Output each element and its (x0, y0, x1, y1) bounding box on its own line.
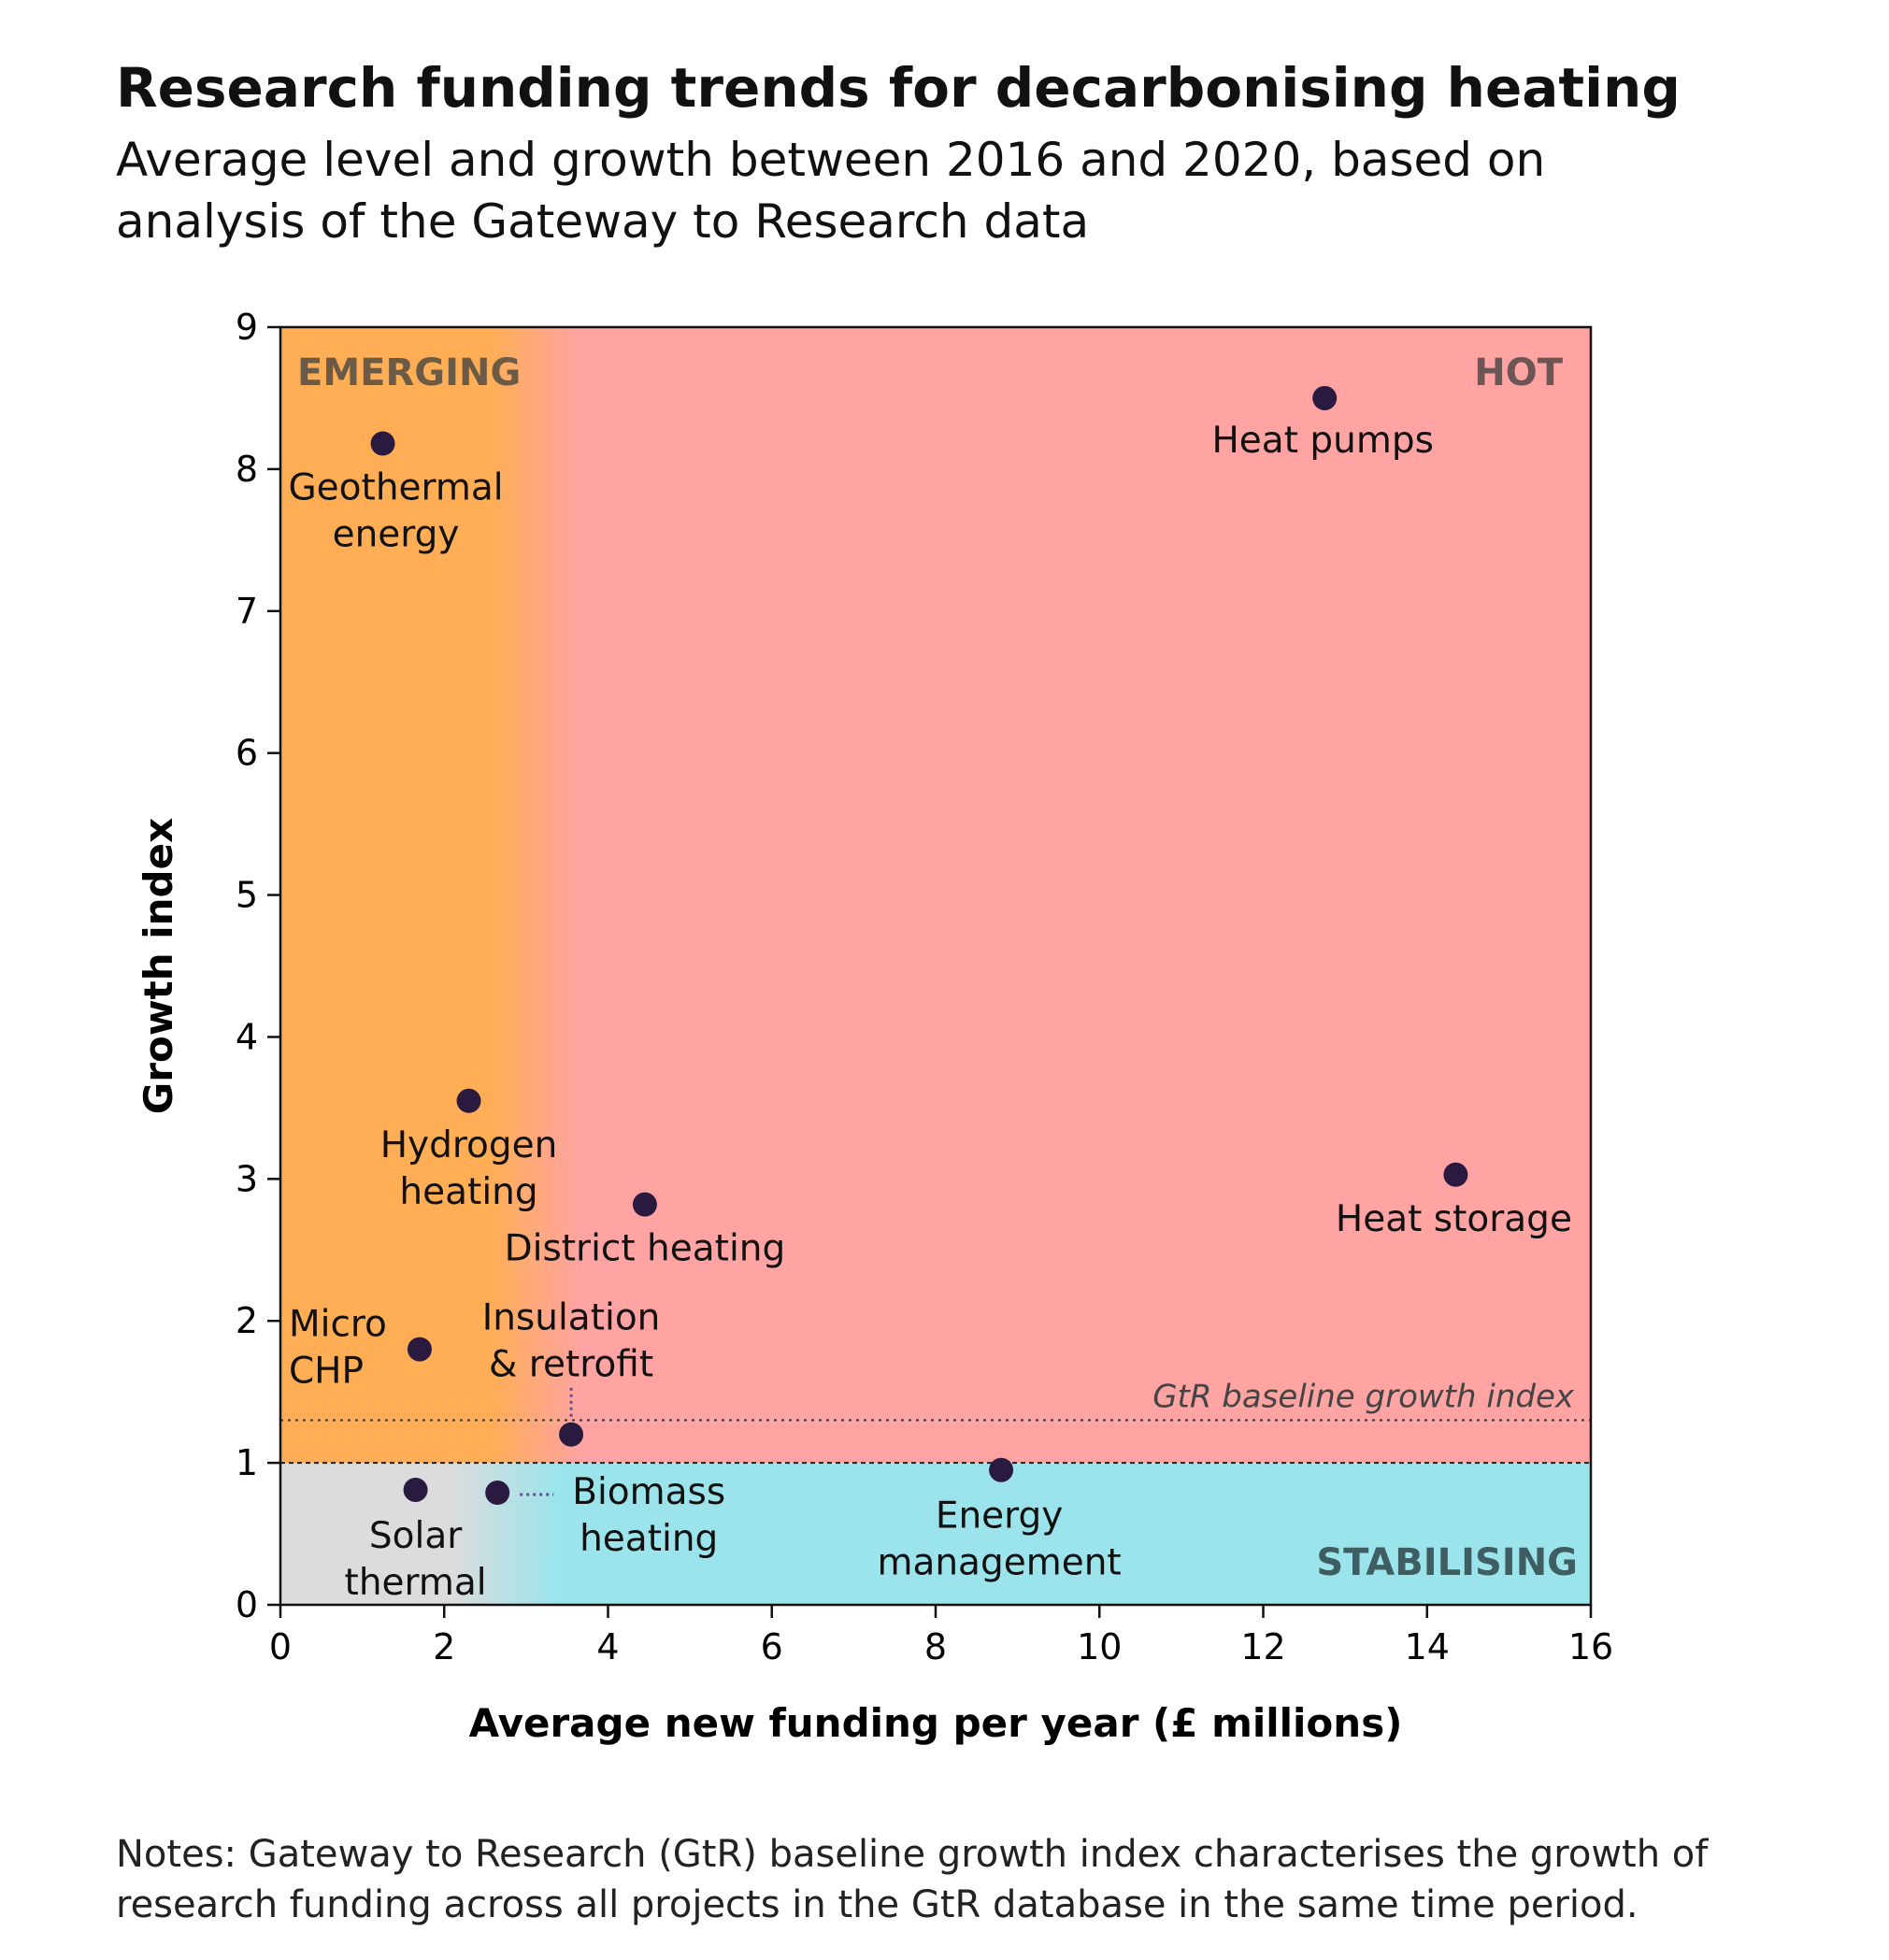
point-label: Geothermal energy (288, 467, 503, 556)
x-tick-label: 14 (1405, 1626, 1450, 1667)
y-tick-label: 2 (236, 1300, 258, 1341)
y-axis-ticks: 0 1 2 3 4 5 6 7 8 9 (236, 307, 280, 1625)
point-label: Biomass heating (572, 1471, 725, 1560)
x-tick-label: 0 (269, 1626, 292, 1667)
chart-notes: Notes: Gateway to Research (GtR) baselin… (116, 1833, 1709, 1926)
x-tick-label: 12 (1240, 1626, 1285, 1667)
y-tick-label: 1 (236, 1442, 258, 1483)
y-tick-label: 3 (236, 1158, 258, 1199)
data-point (485, 1481, 510, 1506)
y-tick-label: 5 (236, 875, 258, 916)
y-tick-label: 6 (236, 733, 258, 774)
point-label: District heating (505, 1228, 786, 1270)
region-label-stabilising: STABILISING (1316, 1541, 1578, 1584)
x-tick-label: 8 (924, 1626, 947, 1667)
y-tick-label: 4 (236, 1016, 258, 1057)
point-label: Solar thermal (345, 1515, 487, 1604)
y-tick-label: 7 (236, 591, 258, 632)
point-label: Heat storage (1336, 1198, 1572, 1240)
data-point (559, 1422, 584, 1447)
x-tick-label: 10 (1077, 1626, 1122, 1667)
data-point (456, 1088, 481, 1113)
point-label: Hydrogen heating (380, 1124, 558, 1213)
point-labels: Geothermal energy Heat pumps Hydrogen heatin… (288, 420, 1571, 1604)
region-top-background (280, 327, 1591, 1464)
point-label: Insulation & retrofit (482, 1297, 661, 1386)
scatter-chart: GtR baseline growth index EMERGING HOT S… (136, 307, 1613, 1746)
data-point (407, 1337, 432, 1362)
x-axis-ticks: 0 2 4 6 8 10 12 14 16 (269, 1605, 1613, 1667)
x-tick-label: 4 (596, 1626, 619, 1667)
gtr-baseline-label: GtR baseline growth index (1152, 1379, 1575, 1416)
point-label: Heat pumps (1211, 420, 1433, 462)
region-label-emerging: EMERGING (297, 351, 521, 394)
data-points (370, 385, 1468, 1506)
data-point (1443, 1162, 1468, 1187)
data-point (989, 1457, 1014, 1482)
x-tick-label: 2 (433, 1626, 455, 1667)
data-point (370, 431, 395, 456)
y-tick-label: 8 (236, 449, 258, 490)
data-point (632, 1192, 657, 1217)
point-label: Energy management (877, 1495, 1121, 1584)
x-tick-label: 6 (761, 1626, 783, 1667)
x-tick-label: 16 (1568, 1626, 1613, 1667)
y-tick-label: 0 (236, 1584, 258, 1625)
data-point (403, 1477, 428, 1502)
y-axis-label: Growth index (136, 818, 181, 1114)
chart-title: Research funding trends for decarbonisin… (116, 56, 1681, 120)
data-point (1312, 385, 1338, 410)
y-tick-label: 9 (236, 307, 258, 348)
region-label-hot: HOT (1474, 351, 1563, 394)
chart-subtitle: Average level and growth between 2016 an… (116, 133, 1546, 249)
point-label: Micro CHP (289, 1304, 387, 1393)
x-axis-label: Average new funding per year (£ millions… (469, 1700, 1403, 1746)
